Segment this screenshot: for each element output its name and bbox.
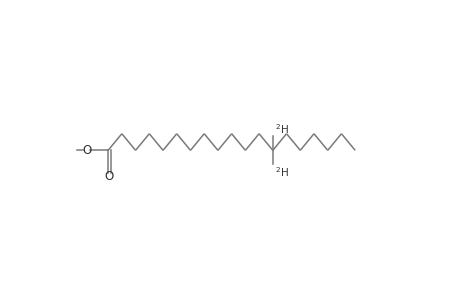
Text: O: O — [105, 170, 114, 183]
Text: $^{2}$H: $^{2}$H — [274, 122, 288, 136]
Text: $^{2}$H: $^{2}$H — [274, 165, 288, 179]
Text: O: O — [82, 144, 91, 157]
